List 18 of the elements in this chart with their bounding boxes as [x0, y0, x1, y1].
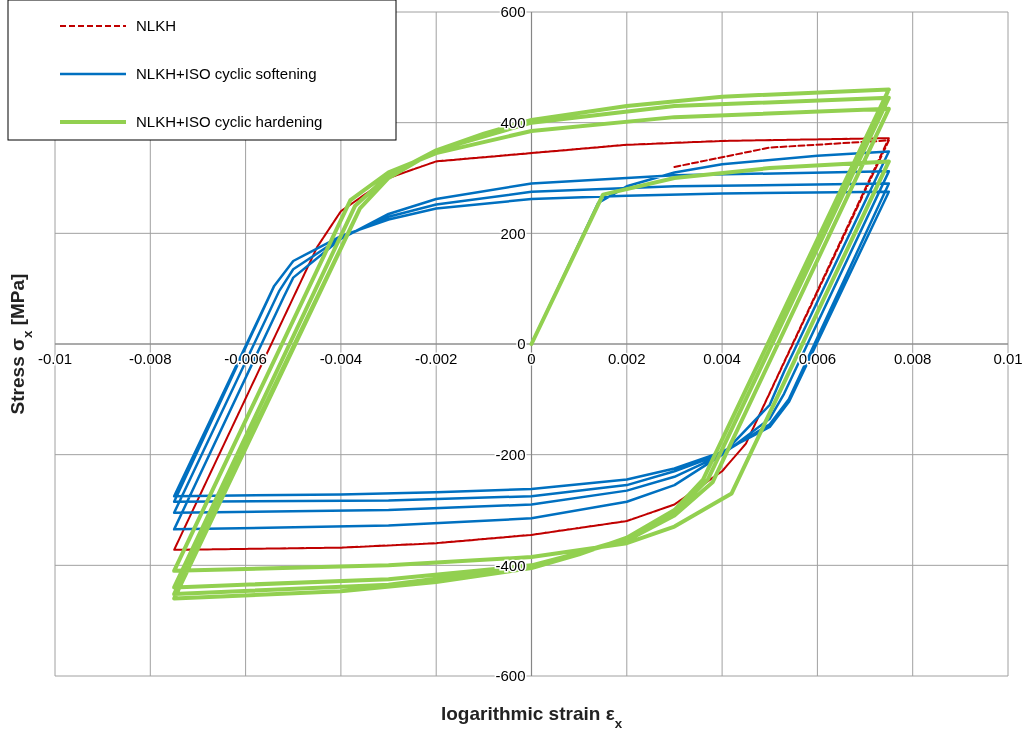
- y-tick-label: 200: [500, 224, 526, 242]
- y-tick-label: 600: [500, 3, 526, 21]
- x-tick-label: 0.004: [703, 350, 741, 367]
- x-tick-label: -0.002: [414, 350, 458, 367]
- x-tick-label: -0.01: [37, 350, 73, 367]
- x-tick-label: -0.004: [319, 350, 363, 367]
- legend-label: NLKH+ISO cyclic softening: [136, 65, 317, 83]
- x-tick-label: 0.01: [993, 350, 1023, 367]
- legend-label: NLKH: [136, 17, 177, 35]
- y-tick-label: -600: [495, 667, 526, 685]
- y-tick-label: 400: [500, 113, 526, 131]
- x-tick-label: -0.008: [129, 350, 172, 367]
- x-axis-title: logarithmic strain ε$_{x}$: [440, 703, 623, 731]
- y-tick-label: -200: [495, 445, 526, 463]
- x-tick-label: 0.002: [608, 350, 646, 367]
- x-tick-label: 0.008: [893, 350, 932, 367]
- y-tick-label: 0: [517, 335, 526, 353]
- legend-label: NLKH+ISO cyclic hardening: [136, 113, 323, 131]
